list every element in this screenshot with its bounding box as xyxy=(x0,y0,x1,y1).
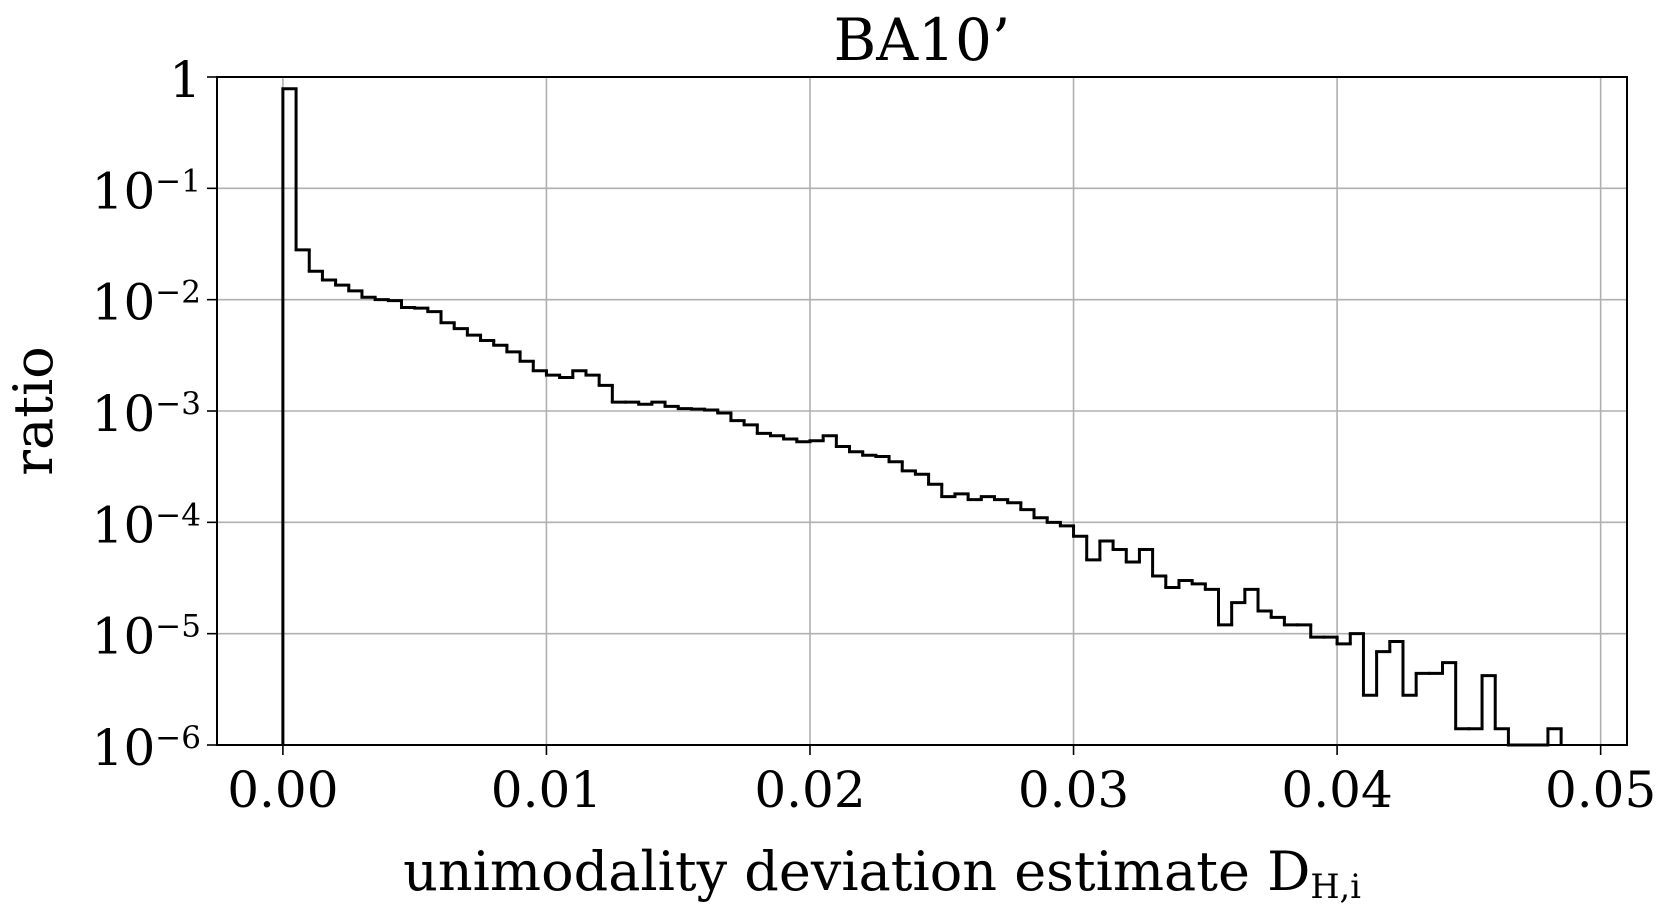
chart-title: BA10’ xyxy=(834,6,1011,74)
x-tick-label: 0.02 xyxy=(754,761,865,819)
plot-frame xyxy=(216,76,1628,746)
y-tick-label: 10−1 xyxy=(92,162,201,220)
x-tick-label: 0.04 xyxy=(1281,761,1392,819)
x-tick-label: 0.01 xyxy=(491,761,602,819)
x-axis-label: unimodality deviation estimate DH,i xyxy=(403,840,1361,906)
y-tick-label: 10−6 xyxy=(92,719,201,777)
y-tick-label: 10−2 xyxy=(92,274,201,332)
y-tick-label: 10−4 xyxy=(92,496,201,554)
y-tick-label: 10−3 xyxy=(92,385,201,443)
y-axis-label: ratio xyxy=(2,346,65,476)
y-tick-label: 1 xyxy=(169,51,201,109)
x-tick-label: 0.05 xyxy=(1545,761,1656,819)
x-tick-label: 0.00 xyxy=(227,761,338,819)
x-tick-label: 0.03 xyxy=(1018,761,1129,819)
y-tick-label: 10−5 xyxy=(92,608,201,666)
